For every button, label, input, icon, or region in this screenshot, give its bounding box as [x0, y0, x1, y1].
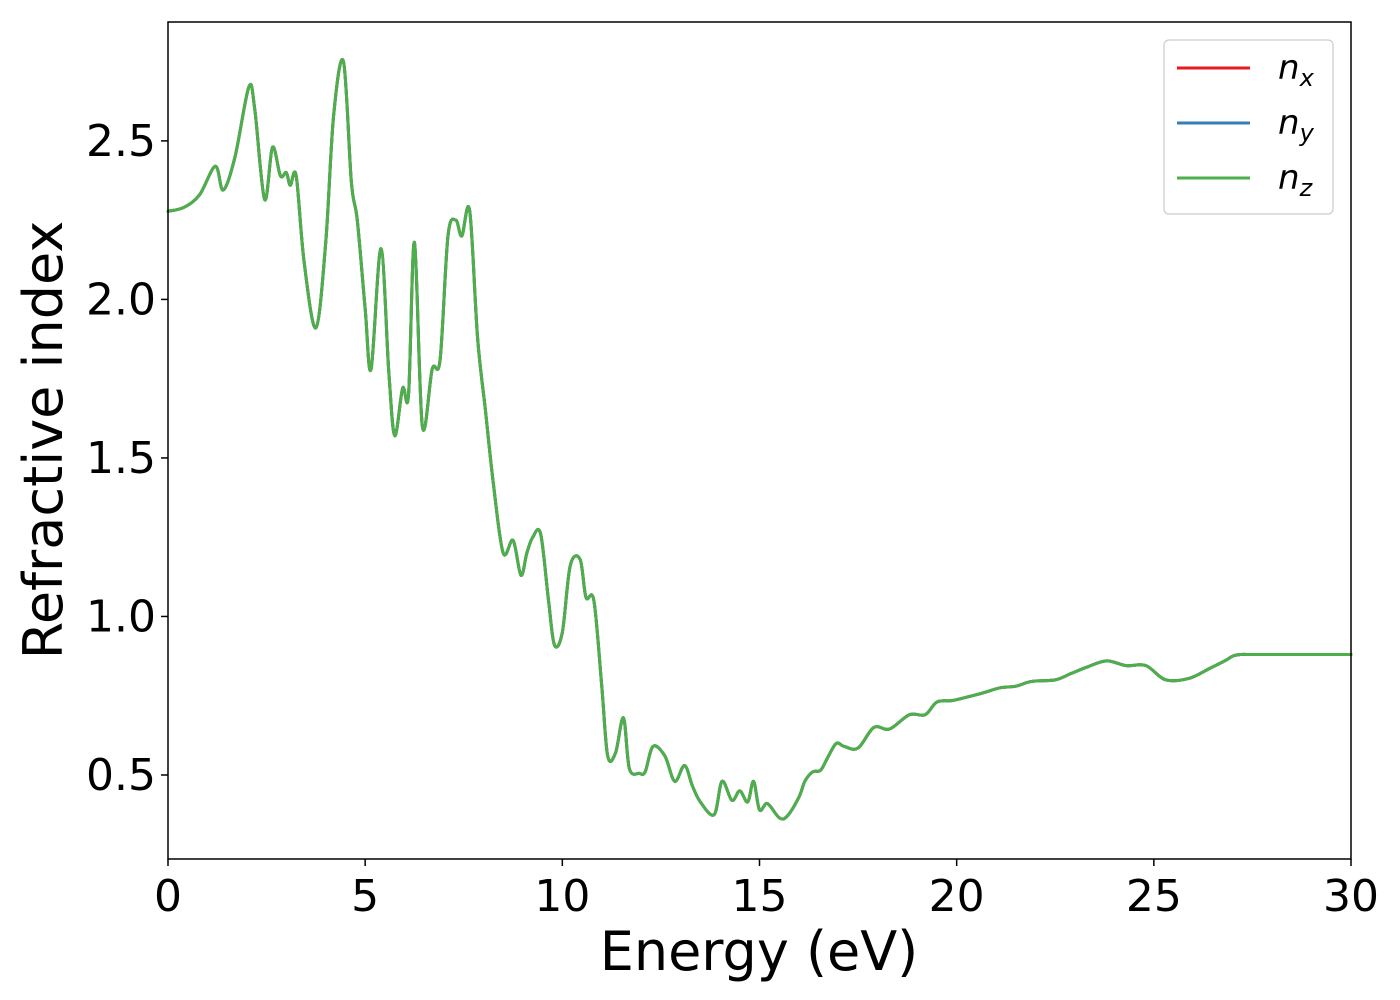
y-tick-label: 2.0 [86, 274, 156, 325]
y-axis-label: Refractive index [12, 221, 75, 660]
y-axis: 0.5 1.0 1.5 2.0 2.5 [86, 116, 168, 801]
y-tick-label: 2.5 [86, 116, 156, 167]
x-tick-label: 10 [534, 871, 590, 922]
legend-label: nz [1278, 158, 1314, 202]
x-tick-label: 5 [351, 871, 379, 922]
x-tick-label: 30 [1323, 871, 1379, 922]
series-line-n-z [166, 58, 1353, 821]
y-tick-label: 0.5 [86, 750, 156, 801]
legend-label: ny [1278, 103, 1315, 147]
legend-box [1163, 39, 1334, 215]
legend: nx ny nz [1163, 39, 1334, 215]
y-tick-label: 1.5 [86, 433, 156, 484]
x-tick-label: 15 [732, 871, 788, 922]
plot-area [168, 22, 1351, 859]
x-tick-label: 20 [929, 871, 985, 922]
series-layer [166, 58, 1353, 821]
x-axis: 0 5 10 15 20 25 30 [154, 859, 1379, 922]
legend-label: nx [1278, 48, 1315, 92]
x-tick-label: 0 [154, 871, 182, 922]
y-tick-label: 1.0 [86, 591, 156, 642]
x-tick-label: 25 [1126, 871, 1182, 922]
x-axis-label: Energy (eV) [600, 920, 919, 983]
